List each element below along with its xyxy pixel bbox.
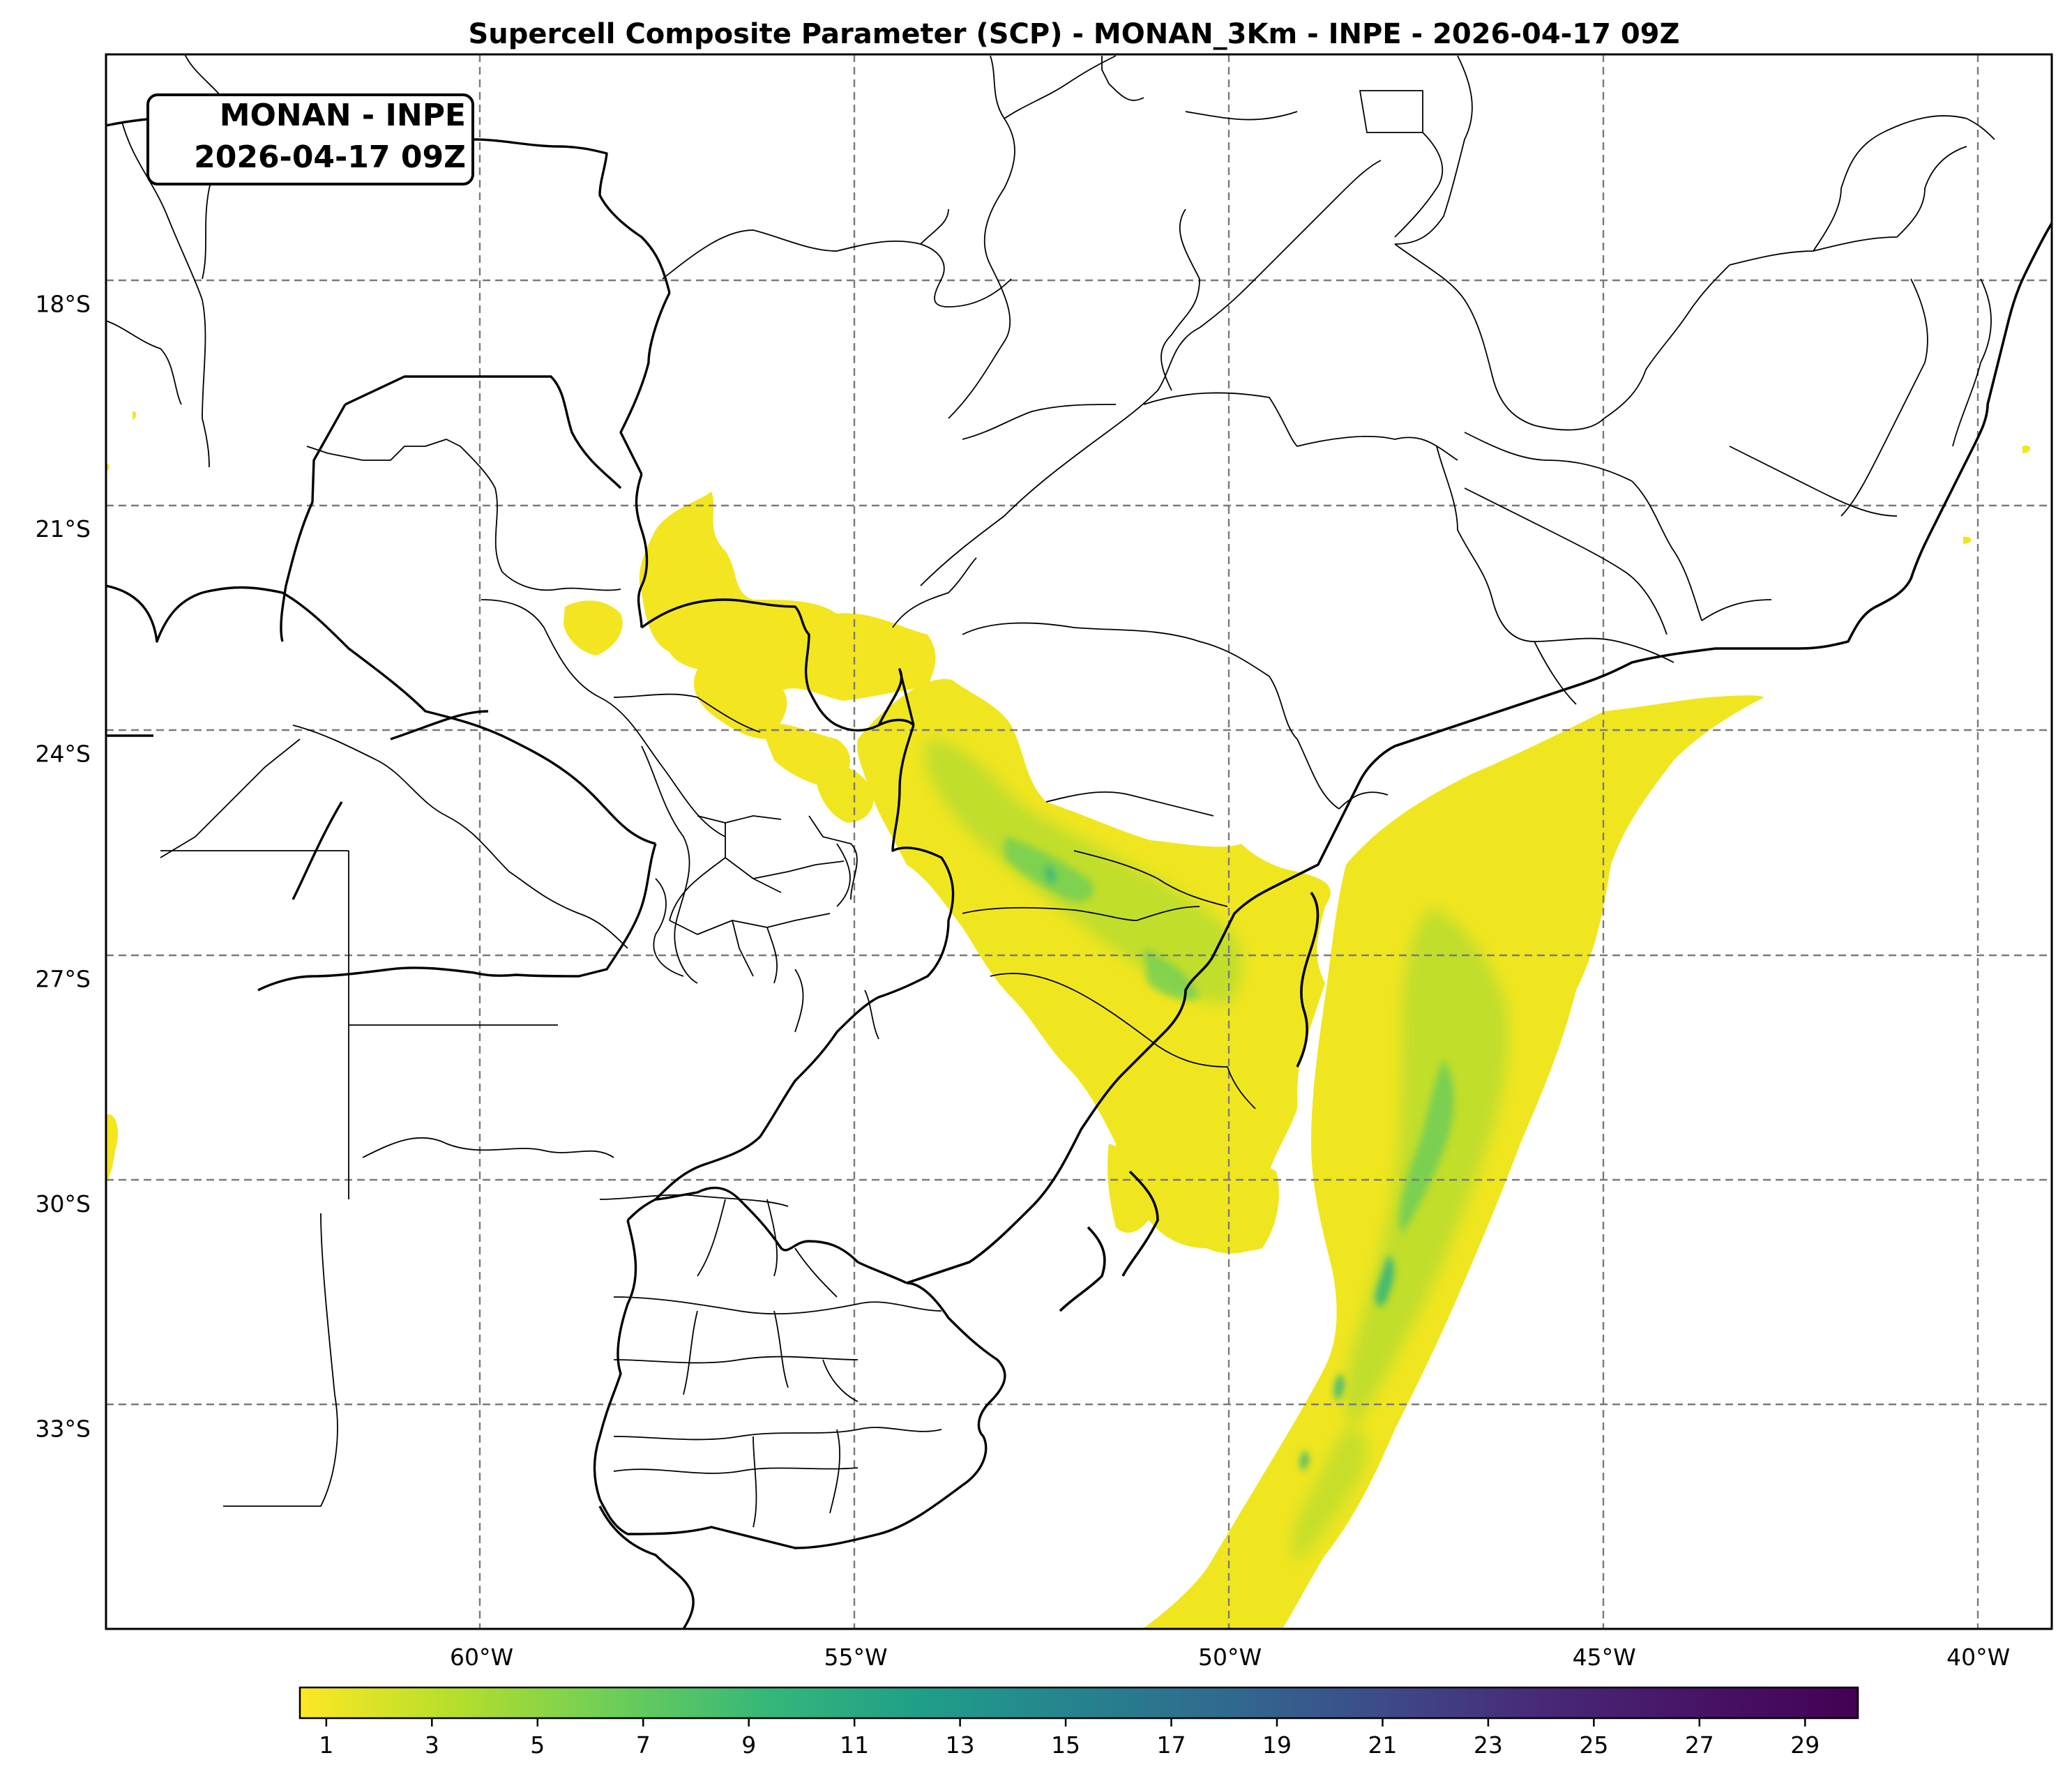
colorbar-tick-label: 3 (425, 1731, 439, 1759)
x-tick-label: 55°W (824, 1644, 888, 1671)
colorbar-tick-label: 25 (1579, 1731, 1608, 1759)
colorbar-tick-label: 5 (530, 1731, 545, 1759)
colorbar-gradient (298, 1686, 1859, 1720)
national-borders (106, 116, 1006, 1629)
x-axis-ticks: 60°W 55°W 50°W 45°W 40°W (450, 1644, 2010, 1671)
map-area (106, 54, 2052, 1629)
stamp-line-1: MONAN - INPE (220, 98, 466, 133)
x-tick-label: 45°W (1573, 1644, 1636, 1671)
colorbar-tick-label: 27 (1685, 1731, 1714, 1759)
coastline (906, 222, 2052, 1312)
y-tick-label: 18°S (36, 291, 91, 318)
colorbar-tick-label: 9 (741, 1731, 756, 1759)
y-tick-label: 33°S (36, 1415, 91, 1442)
x-tick-label: 60°W (450, 1644, 513, 1671)
y-tick-label: 27°S (36, 965, 91, 992)
colorbar-tick-label: 15 (1051, 1731, 1080, 1759)
stamp-box: MONAN - INPE 2026-04-17 09Z (146, 93, 474, 185)
colorbar-tick-label: 21 (1368, 1731, 1397, 1759)
colorbar-tick-label: 1 (319, 1731, 333, 1759)
colorbar-ticks: 1 3 5 7 9 11 13 15 17 19 21 23 25 27 29 (319, 1718, 1820, 1759)
y-tick-label: 24°S (36, 741, 91, 768)
y-tick-label: 21°S (36, 515, 91, 543)
stamp-line-2: 2026-04-17 09Z (194, 139, 466, 175)
state-borders (106, 54, 1995, 1528)
y-axis-ticks: 18°S 21°S 24°S 27°S 30°S 33°S (36, 291, 91, 1443)
colorbar-tick-label: 17 (1157, 1731, 1186, 1759)
x-tick-label: 50°W (1198, 1644, 1262, 1671)
x-tick-label: 40°W (1946, 1644, 2010, 1671)
colorbar-tick-label: 11 (840, 1731, 869, 1759)
colorbar-tick-label: 29 (1790, 1731, 1820, 1759)
colorbar-tick-label: 7 (636, 1731, 651, 1759)
gridlines (106, 54, 2052, 1629)
colorbar-tick-label: 23 (1474, 1731, 1503, 1759)
colorbar: 1 3 5 7 9 11 13 15 17 19 21 23 25 27 29 (298, 1686, 1859, 1759)
colorbar-tick-label: 13 (946, 1731, 975, 1759)
map-frame (105, 53, 2053, 1630)
chart-title: Supercell Composite Parameter (SCP) - MO… (468, 18, 1679, 50)
colorbar-tick-label: 19 (1262, 1731, 1292, 1759)
scp-field (106, 411, 2031, 1629)
y-tick-label: 30°S (36, 1190, 91, 1217)
